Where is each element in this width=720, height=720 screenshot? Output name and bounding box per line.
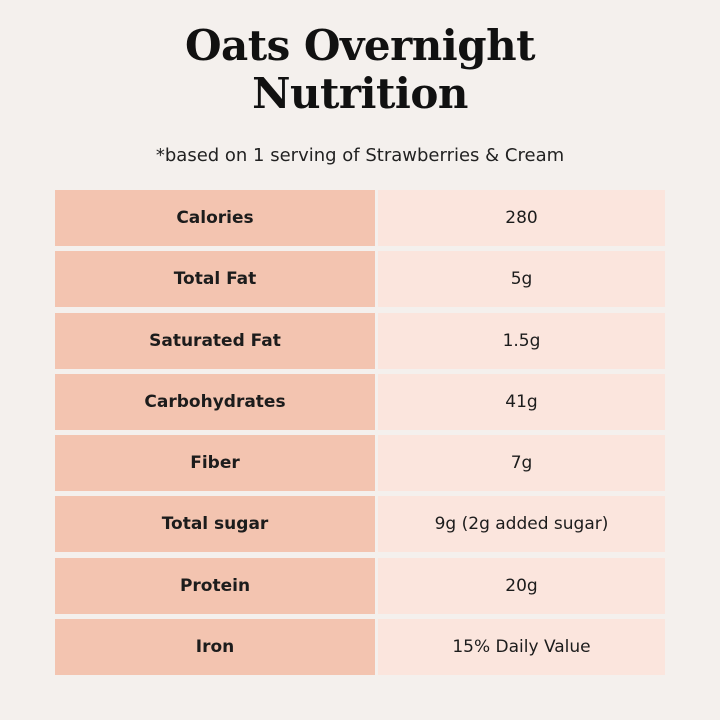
nutrient-label: Protein	[55, 557, 375, 614]
nutrient-label: Saturated Fat	[55, 312, 375, 369]
nutrient-value: 9g (2g added sugar)	[378, 496, 665, 553]
table-row: Total Fat 5g	[55, 251, 665, 308]
table-row: Fiber 7g	[55, 435, 665, 492]
nutrient-label: Calories	[55, 190, 375, 246]
nutrient-value: 20g	[378, 557, 665, 614]
table-row: Carbohydrates 41g	[55, 373, 665, 430]
table-row: Protein 20g	[55, 557, 665, 614]
subtitle: *based on 1 serving of Strawberries & Cr…	[155, 145, 565, 166]
nutrient-value: 280	[378, 190, 665, 246]
nutrient-value: 41g	[378, 373, 665, 430]
title: Oats Overnight Nutrition	[184, 21, 536, 118]
nutrient-label: Carbohydrates	[55, 373, 375, 430]
nutrient-value: 1.5g	[378, 312, 665, 369]
table-row: Iron 15% Daily Value	[55, 619, 665, 676]
nutrient-label: Total Fat	[55, 251, 375, 308]
nutrient-value: 7g	[378, 435, 665, 492]
table-row: Saturated Fat 1.5g	[55, 312, 665, 369]
nutrient-value: 5g	[378, 251, 665, 308]
nutrient-label: Fiber	[55, 435, 375, 492]
table-row: Calories 280	[55, 190, 665, 246]
nutrient-value: 15% Daily Value	[378, 619, 665, 676]
nutrient-label: Iron	[55, 619, 375, 676]
nutrient-label: Total sugar	[55, 496, 375, 553]
nutrition-table: Calories 280 Total Fat 5g Saturated Fat 1.5g C…	[55, 190, 665, 680]
table-row: Total sugar 9g (2g added sugar)	[55, 496, 665, 553]
